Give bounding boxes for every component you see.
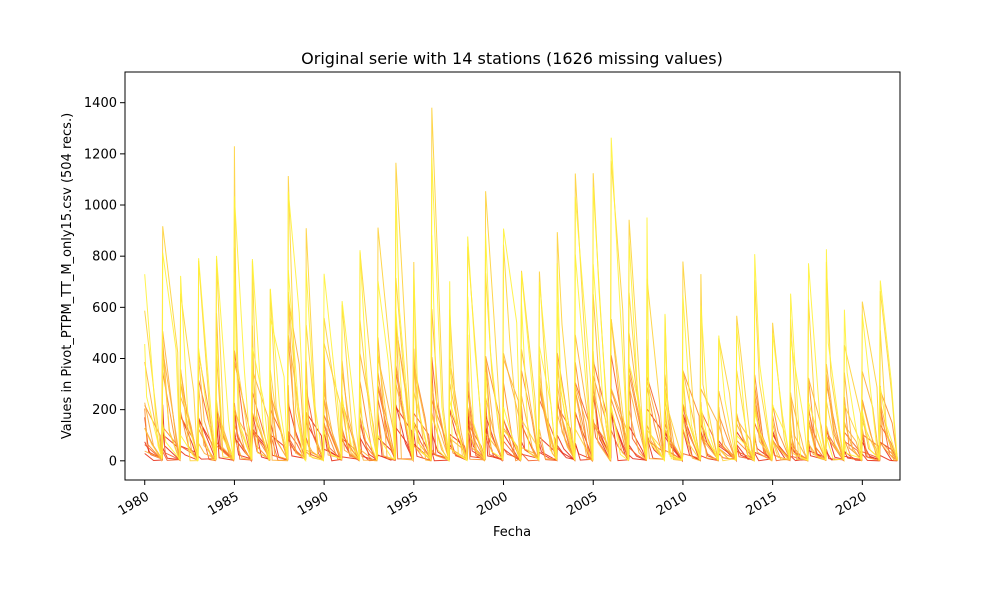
x-tick-label: 2000	[475, 489, 511, 519]
plot-frame	[124, 71, 901, 481]
y-tick-label: 400	[92, 352, 117, 367]
y-tick-label: 200	[92, 403, 117, 418]
y-tick-label: 1200	[84, 147, 117, 162]
x-tick-label: 2005	[564, 489, 600, 519]
y-tick-label: 1000	[84, 199, 117, 214]
x-axis-label: Fecha	[493, 525, 531, 540]
series-layer	[144, 107, 899, 463]
chart-title: Original serie with 14 stations (1626 mi…	[301, 49, 723, 68]
x-tick-label: 2020	[833, 489, 869, 519]
y-tick-label: 600	[92, 301, 117, 316]
x-tick-label: 2010	[654, 489, 690, 519]
y-axis: 0 200 400 600 800 1000 1200 1400	[84, 96, 125, 469]
y-tick-label: 800	[92, 250, 117, 265]
x-tick-label: 1985	[205, 489, 241, 519]
y-axis-label: Values in Pivot_PTPM_TT_M_only15.csv (50…	[60, 113, 75, 439]
x-tick-label: 1990	[295, 489, 331, 519]
y-tick-label: 1400	[84, 96, 117, 111]
series-line	[144, 137, 898, 462]
x-tick-label: 1980	[116, 489, 152, 519]
x-tick-label: 1995	[385, 489, 421, 519]
y-tick-label: 0	[109, 454, 117, 469]
x-axis: 1980 1985 1990 1995 2000 2005 2010 2015 2020	[116, 480, 870, 519]
x-tick-label: 2015	[744, 489, 780, 519]
